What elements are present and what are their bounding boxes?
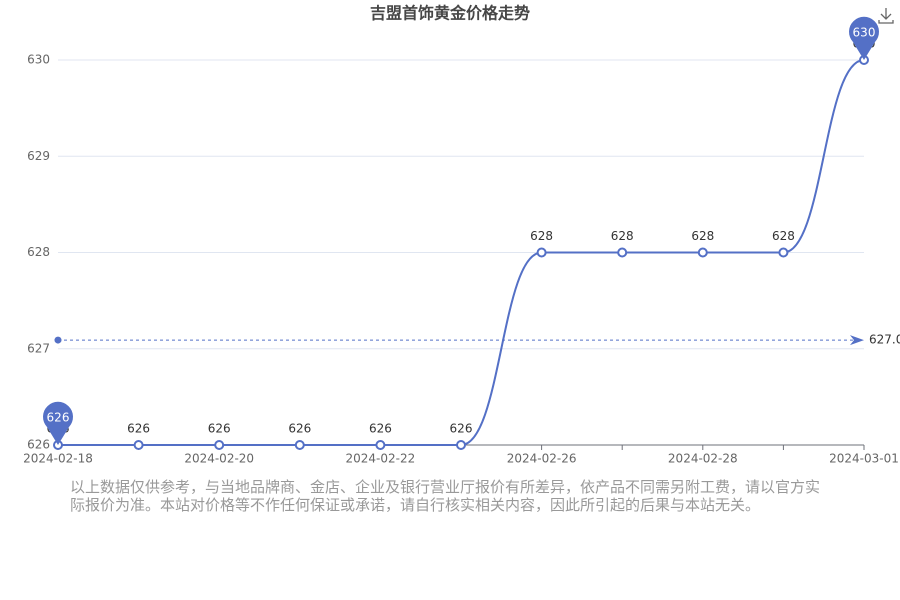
x-tick-label: 2024-02-20 bbox=[184, 452, 254, 466]
download-icon[interactable] bbox=[878, 8, 894, 24]
x-tick-label: 2024-02-18 bbox=[23, 452, 93, 466]
average-label: 627.09 bbox=[869, 333, 900, 347]
pin bbox=[849, 16, 879, 60]
data-label: 626 bbox=[208, 422, 231, 436]
y-tick-label: 628 bbox=[27, 245, 50, 259]
pin-label: 626 bbox=[47, 411, 70, 425]
y-tick-label: 629 bbox=[27, 149, 50, 163]
average-start bbox=[54, 336, 62, 344]
y-tick-label: 627 bbox=[27, 341, 50, 355]
x-tick-label: 2024-02-28 bbox=[668, 452, 738, 466]
average-arrow bbox=[850, 335, 864, 346]
point bbox=[536, 247, 547, 258]
data-label: 626 bbox=[369, 422, 392, 436]
point bbox=[133, 440, 144, 450]
y-tick-label: 630 bbox=[27, 53, 50, 67]
point bbox=[294, 440, 305, 450]
data-label: 626 bbox=[450, 422, 473, 436]
x-tick-label: 2024-03-01 bbox=[829, 452, 899, 466]
point bbox=[617, 247, 628, 258]
disclaimer: 以上数据仅供参考，与当地品牌商、金店、企业及银行营业厅报价有所差异，依产品不同需… bbox=[70, 478, 821, 514]
pin bbox=[43, 401, 73, 445]
data-label: 628 bbox=[530, 229, 553, 243]
point bbox=[778, 247, 789, 258]
data-label: 628 bbox=[691, 229, 714, 243]
point bbox=[697, 247, 708, 258]
data-label: 626 bbox=[127, 422, 150, 436]
data-label: 628 bbox=[611, 229, 634, 243]
point bbox=[456, 440, 466, 450]
pin-label: 630 bbox=[853, 26, 876, 40]
x-tick-label: 2024-02-26 bbox=[507, 452, 577, 466]
point bbox=[375, 440, 386, 450]
data-label: 628 bbox=[772, 229, 795, 243]
chart-title: 吉盟首饰黄金价格走势 bbox=[370, 4, 530, 23]
x-tick-label: 2024-02-22 bbox=[346, 452, 416, 466]
data-label: 626 bbox=[288, 422, 311, 436]
y-tick-label: 626 bbox=[27, 438, 50, 452]
point bbox=[214, 440, 225, 450]
